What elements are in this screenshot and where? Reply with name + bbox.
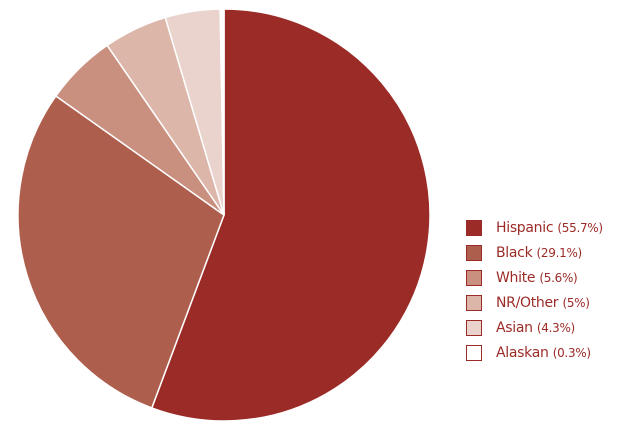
legend-value: (4.3%) <box>536 321 575 335</box>
legend-label-nr-other: NR/Other (5%) <box>496 292 590 314</box>
legend-value: (29.1%) <box>536 246 583 260</box>
legend-label-text: NR/Other <box>496 295 559 311</box>
pie-slices <box>17 8 431 422</box>
legend-label-asian: Asian (4.3%) <box>496 317 575 339</box>
legend-label-alaskan: Alaskan (0.3%) <box>496 342 591 364</box>
legend-label-text: White <box>496 270 536 286</box>
legend-swatch-black <box>466 245 482 261</box>
legend-item-hispanic: Hispanic (55.7%) <box>466 217 623 242</box>
legend-swatch-asian <box>466 320 482 336</box>
legend-label-text: Black <box>496 245 533 261</box>
legend-swatch-hispanic <box>466 220 482 236</box>
legend-item-alaskan: Alaskan (0.3%) <box>466 342 623 367</box>
pie-slice-alaskan <box>219 8 225 216</box>
legend-swatch-white <box>466 270 482 286</box>
legend-label-text: Asian <box>496 320 533 336</box>
legend-item-black: Black (29.1%) <box>466 242 623 267</box>
legend-item-nr-other: NR/Other (5%) <box>466 292 623 317</box>
pie-slice-black <box>17 95 225 409</box>
legend-swatch-alaskan <box>466 345 482 361</box>
legend-value: (55.7%) <box>557 221 603 235</box>
legend: Hispanic (55.7%) Black (29.1%) White (5.6%… <box>466 217 623 367</box>
legend-label-hispanic: Hispanic (55.7%) <box>496 217 603 239</box>
legend-label-black: Black (29.1%) <box>496 242 582 264</box>
legend-label-text: Hispanic <box>496 220 554 236</box>
legend-item-white: White (5.6%) <box>466 267 623 292</box>
legend-value: (0.3%) <box>552 346 591 360</box>
legend-swatch-nr-other <box>466 295 482 311</box>
legend-label-white: White (5.6%) <box>496 267 578 289</box>
legend-value: (5.6%) <box>539 271 578 285</box>
legend-item-asian: Asian (4.3%) <box>466 317 623 342</box>
legend-value: (5%) <box>562 296 590 310</box>
pie-slice-hispanic <box>151 8 431 422</box>
legend-label-text: Alaskan <box>496 345 549 361</box>
